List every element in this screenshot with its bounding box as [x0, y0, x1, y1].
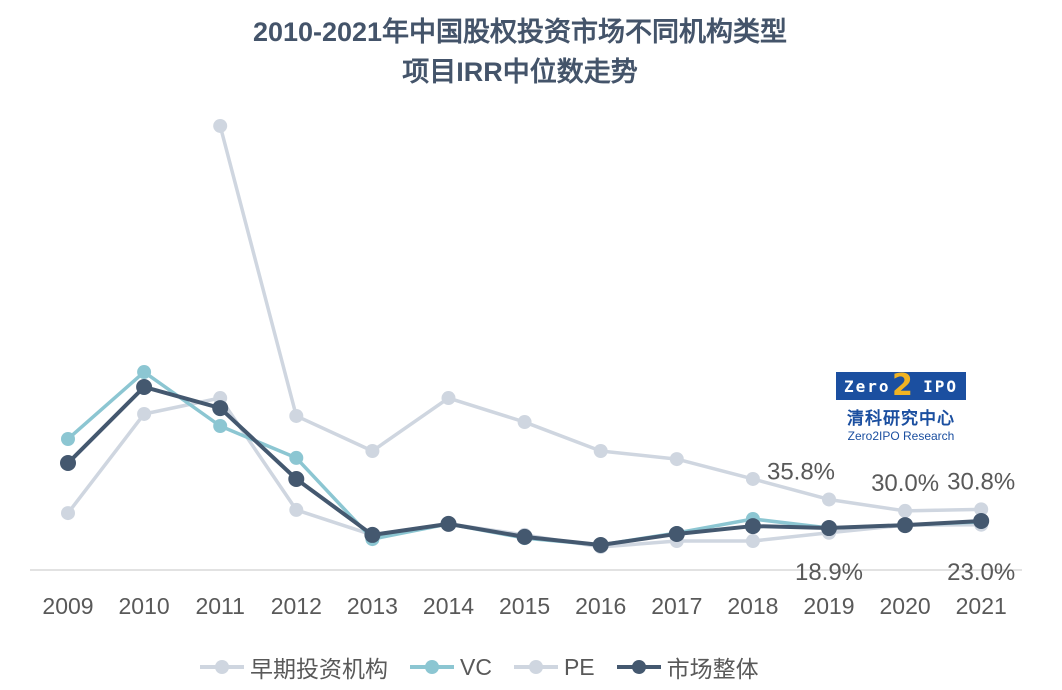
legend-item: 早期投资机构 [200, 650, 388, 684]
chart-title-line1: 2010-2021年中国股权投资市场不同机构类型 [252, 17, 788, 47]
data-point-早期投资机构 [441, 391, 456, 406]
x-tick-label: 2014 [423, 593, 474, 619]
data-point-VC [289, 450, 304, 465]
x-tick-label: 2020 [880, 593, 931, 619]
x-tick-label: 2010 [119, 593, 170, 619]
data-point-PE [137, 406, 152, 421]
data-point-PE [61, 506, 75, 521]
data-point-早期投资机构 [365, 444, 380, 459]
data-point-市场整体 [212, 400, 229, 417]
data-point-市场整体 [592, 536, 609, 553]
data-point-VC [213, 418, 228, 433]
legend-marker-icon [410, 660, 454, 674]
logo-text-ipo: IPO [923, 376, 958, 396]
legend-marker-icon [513, 660, 558, 674]
data-point-早期投资机构 [213, 118, 228, 133]
x-tick-label: 2009 [42, 593, 93, 619]
data-point-市场整体 [897, 517, 914, 534]
data-point-市场整体 [668, 525, 685, 542]
legend-marker-icon [200, 660, 244, 674]
data-point-早期投资机构 [974, 502, 989, 517]
legend-label: 市场整体 [666, 656, 759, 682]
logo-text-two: 2 [892, 368, 915, 403]
x-tick-label: 2018 [727, 593, 778, 619]
data-point-PE [289, 502, 304, 517]
chart-title-line2: 项目IRR中位数走势 [402, 57, 638, 87]
data-point-早期投资机构 [822, 492, 836, 507]
data-point-市场整体 [821, 520, 837, 537]
x-tick-label: 2021 [956, 593, 1007, 619]
data-label: 35.8% [767, 458, 835, 485]
data-point-VC [137, 365, 152, 380]
legend-item: PE [513, 653, 595, 681]
data-point-PE [745, 534, 760, 549]
x-tick-label: 2019 [803, 593, 854, 619]
legend-label: 早期投资机构 [250, 656, 388, 682]
x-tick-label: 2015 [499, 593, 550, 619]
x-tick-label: 2017 [651, 593, 702, 619]
logo-text-cn: 清科研究中心 [847, 409, 955, 428]
x-tick-label: 2016 [575, 593, 626, 619]
zero2ipo-logo: Zero 2 IPO 清科研究中心 Zero2IPO Research [836, 368, 966, 443]
x-tick-label: 2012 [271, 593, 322, 619]
legend-item: VC [410, 654, 492, 681]
data-point-早期投资机构 [517, 415, 532, 430]
data-label: 30.8% [947, 468, 1015, 495]
legend-label: PE [563, 653, 595, 680]
data-point-市场整体 [136, 378, 153, 395]
data-point-市场整体 [288, 470, 305, 487]
data-label: 18.9% [795, 559, 863, 586]
data-point-VC [61, 431, 75, 446]
data-point-市场整体 [60, 455, 76, 472]
chart-legend: 早期投资机构 VC PE 市场整体 [200, 650, 781, 684]
data-label: 30.0% [871, 470, 939, 497]
data-point-早期投资机构 [669, 452, 684, 467]
legend-label: VC [460, 653, 492, 680]
data-point-市场整体 [744, 518, 761, 535]
logo-text-zero: Zero [844, 376, 891, 396]
x-tick-label: 2011 [195, 593, 244, 619]
data-point-早期投资机构 [289, 408, 304, 423]
data-point-市场整体 [973, 512, 990, 529]
data-point-早期投资机构 [745, 471, 760, 486]
data-label: 23.0% [947, 559, 1015, 586]
legend-marker-icon [616, 660, 661, 674]
data-point-市场整体 [440, 515, 457, 532]
x-tick-label: 2013 [347, 593, 398, 619]
data-point-市场整体 [516, 528, 533, 545]
data-point-市场整体 [364, 526, 381, 543]
logo-text-en: Zero2IPO Research [847, 429, 955, 443]
data-point-早期投资机构 [593, 444, 608, 459]
data-point-早期投资机构 [898, 503, 913, 518]
legend-item: 市场整体 [616, 650, 759, 684]
